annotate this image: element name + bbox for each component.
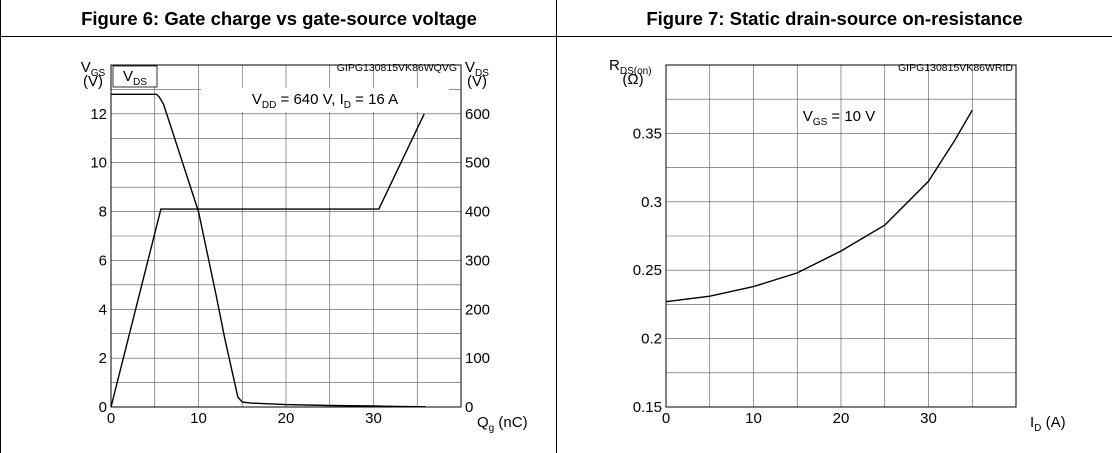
figure-6-title-rule [1, 36, 557, 37]
y-right-tick-label: 100 [465, 350, 490, 367]
y-left-axis-unit: (V) [83, 73, 103, 90]
y-right-tick-label: 300 [465, 252, 490, 269]
y-tick-label: 0.15 [633, 399, 662, 416]
vds-curve-label-box [112, 65, 158, 88]
x-tick-label: 10 [190, 410, 207, 427]
y-right-tick-label: 400 [465, 204, 490, 221]
y-right-axis-unit: (V) [467, 73, 487, 90]
condition-annotation: VDD = 640 V, ID = 16 A [252, 91, 398, 111]
x-tick-label: 0 [662, 410, 670, 427]
x-tick-label: 10 [745, 410, 762, 427]
figure-6-grid [111, 65, 461, 407]
y-tick-label: 0.3 [641, 194, 662, 211]
figure-6-plot-frame [110, 64, 462, 408]
figure-7-title: Figure 7: Static drain-source on-resista… [646, 8, 1023, 29]
y-tick-label: 0.35 [633, 125, 662, 142]
figure-6-code: GIPG130815VK86WQVG [337, 62, 457, 74]
y-right-axis-label: VDS [465, 59, 489, 79]
y-left-tick-label: 0 [99, 399, 107, 416]
y-right-tick-label: 0 [465, 399, 473, 416]
annotation-box [201, 88, 449, 112]
x-tick-label: 30 [365, 410, 382, 427]
y-right-tick-label: 500 [465, 155, 490, 172]
y-left-tick-label: 2 [99, 350, 107, 367]
figure-7-code: GIPG130815VK86WRID [898, 62, 1013, 74]
x-tick-label: 0 [107, 410, 115, 427]
x-tick-label: 20 [833, 410, 850, 427]
figure-6-panel: Figure 6: Gate charge vs gate-source vol… [0, 0, 557, 453]
figure-7-grid [666, 65, 1016, 407]
on-resistance-chart: 0 10 20 30 0.15 0.2 0.25 0.3 0.35 RDS(on)(Ω) GIPG1… [609, 57, 1066, 434]
y-left-tick-label: 6 [99, 252, 107, 269]
y-tick-label: 0.25 [633, 262, 662, 279]
series-line-vgs [110, 113, 425, 408]
vds-curve-label: VDS [123, 68, 147, 88]
y-right-tick-label: 600 [465, 106, 490, 123]
figure-7-panel: Figure 7: Static drain-source on-resista… [556, 0, 1112, 453]
figure-6-title: Figure 6: Gate charge vs gate-source vol… [81, 8, 477, 29]
y-right-tick-label: 200 [465, 301, 490, 318]
y-left-tick-label: 12 [90, 106, 107, 123]
series-line-rds-on [665, 109, 973, 303]
y-axis-label: RDS(on) [609, 57, 652, 77]
y-left-tick-label: 4 [99, 301, 107, 318]
x-axis-label: ID (A) [1030, 414, 1066, 434]
y-left-tick-label: 8 [99, 204, 107, 221]
figure-7-title-rule [557, 36, 1112, 37]
condition-annotation: VGS = 10 V [803, 108, 875, 128]
y-left-axis-label: VGS [81, 59, 106, 79]
figure-7-plot-frame [665, 64, 1017, 408]
y-tick-label: 0.2 [641, 331, 662, 348]
y-left-tick-label: 10 [90, 155, 107, 172]
x-tick-label: 30 [920, 410, 937, 427]
x-tick-label: 20 [278, 410, 295, 427]
x-axis-label: Qg (nC) [477, 414, 528, 434]
series-line-vds [111, 93, 427, 408]
y-axis-unit: (Ω) [622, 71, 643, 88]
gate-charge-chart: 0 10 20 300246810120100200300400500600VGS(V… [81, 59, 528, 434]
